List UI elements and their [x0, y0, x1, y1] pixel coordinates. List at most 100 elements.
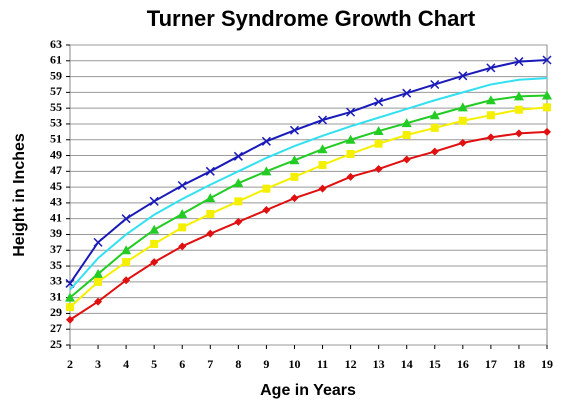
marker — [486, 63, 496, 73]
y-tick-label: 43 — [50, 195, 62, 209]
marker — [233, 178, 244, 188]
marker — [457, 102, 468, 112]
marker — [65, 292, 75, 302]
x-tick-label: 6 — [179, 357, 185, 371]
x-tick-label: 17 — [485, 357, 497, 371]
marker — [233, 151, 243, 161]
marker — [121, 245, 132, 255]
series-line — [69, 106, 548, 308]
marker — [430, 147, 439, 156]
y-tick-label: 35 — [50, 258, 62, 272]
marker — [374, 97, 384, 107]
x-tick-label: 9 — [263, 357, 269, 371]
marker — [290, 194, 299, 203]
marker — [150, 258, 159, 267]
x-tick-label: 12 — [345, 357, 357, 371]
y-tick-label: 49 — [50, 147, 62, 161]
marker — [514, 129, 523, 138]
y-tick-label: 45 — [50, 179, 62, 193]
marker — [543, 127, 551, 136]
marker — [317, 144, 328, 154]
x-tick-label: 13 — [373, 357, 385, 371]
y-tick-label: 53 — [50, 116, 62, 130]
series-line — [69, 77, 548, 291]
series-line — [69, 59, 548, 284]
marker — [402, 88, 412, 98]
marker — [261, 166, 272, 176]
marker — [430, 79, 440, 90]
marker — [430, 123, 439, 132]
marker — [93, 268, 104, 278]
x-tick-label: 14 — [401, 357, 413, 371]
marker — [514, 57, 524, 67]
plot-area — [69, 44, 548, 346]
marker — [458, 71, 468, 81]
marker — [373, 126, 384, 136]
marker — [289, 125, 300, 135]
marker — [234, 197, 243, 206]
marker — [289, 155, 300, 165]
marker — [346, 149, 355, 158]
marker — [150, 239, 159, 248]
marker — [290, 172, 299, 181]
y-axis-label: Height in Inches — [11, 133, 28, 257]
marker — [177, 208, 188, 218]
marker — [458, 138, 467, 147]
y-tick-label: 51 — [50, 131, 62, 145]
marker — [93, 237, 103, 247]
y-tick-label: 41 — [50, 210, 62, 224]
marker — [318, 184, 327, 193]
marker — [401, 118, 412, 128]
marker — [262, 206, 271, 214]
marker — [346, 172, 355, 181]
marker — [374, 164, 383, 173]
marker — [486, 133, 495, 142]
marker — [178, 242, 187, 251]
marker — [94, 297, 103, 306]
marker — [346, 107, 356, 117]
y-tick-label: 57 — [50, 84, 62, 98]
y-tick-label: 37 — [50, 242, 62, 256]
x-tick-label: 16 — [457, 357, 469, 371]
marker — [205, 166, 215, 176]
marker — [94, 277, 103, 286]
marker — [402, 131, 411, 139]
marker — [177, 180, 187, 191]
marker — [374, 139, 383, 148]
marker — [542, 90, 552, 100]
y-tick-label: 29 — [50, 305, 62, 319]
y-tick-label: 33 — [50, 274, 62, 288]
marker — [402, 155, 411, 164]
y-tick-label: 59 — [50, 68, 62, 82]
marker — [122, 276, 131, 285]
marker — [458, 116, 467, 125]
x-tick-label: 8 — [235, 357, 241, 371]
marker — [206, 229, 215, 238]
marker — [205, 193, 216, 203]
marker — [345, 134, 356, 144]
x-tick-label: 7 — [207, 357, 213, 371]
marker — [513, 91, 524, 101]
marker — [66, 303, 74, 312]
marker — [514, 105, 523, 114]
marker — [178, 223, 187, 232]
marker — [66, 315, 74, 324]
x-tick-label: 15 — [429, 357, 441, 371]
marker — [317, 115, 328, 125]
marker — [486, 111, 495, 120]
marker — [206, 209, 215, 218]
marker — [261, 136, 271, 146]
x-tick-label: 19 — [541, 357, 553, 371]
y-tick-label: 25 — [50, 337, 62, 351]
x-tick-label: 4 — [123, 357, 129, 371]
y-tick-label: 55 — [50, 100, 62, 114]
marker — [543, 103, 551, 112]
marker — [149, 196, 159, 206]
y-tick-label: 61 — [50, 53, 62, 67]
x-axis-label: Age in Years — [260, 382, 356, 399]
x-tick-label: 11 — [317, 357, 328, 371]
y-tick-label: 31 — [50, 289, 62, 303]
y-tick-label: 63 — [50, 37, 62, 51]
x-tick-label: 2 — [67, 357, 73, 371]
y-tick-label: 27 — [50, 321, 62, 335]
